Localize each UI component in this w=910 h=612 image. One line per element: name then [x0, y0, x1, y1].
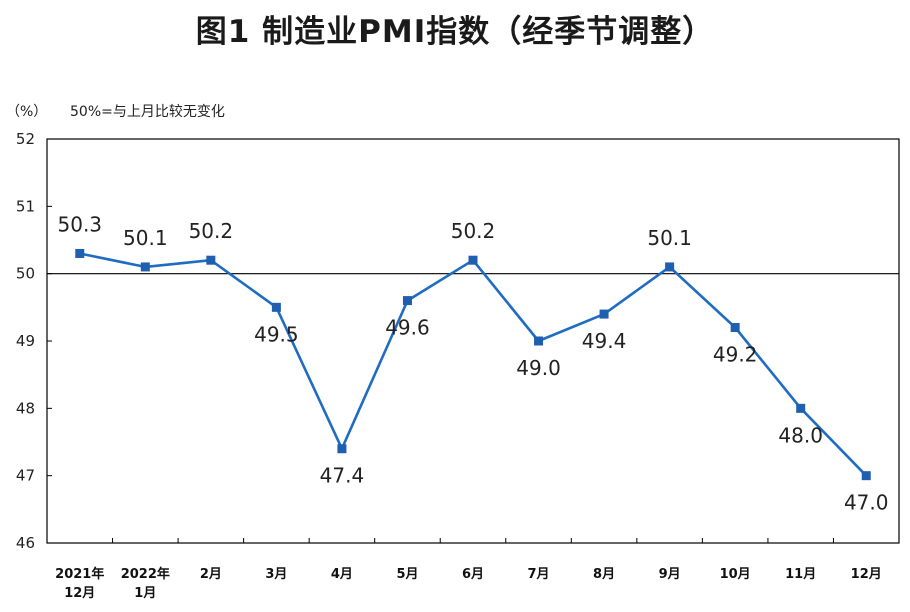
- plot-frame: [46, 138, 900, 544]
- data-point: [796, 403, 806, 413]
- y-tick-label: 46: [16, 534, 35, 552]
- data-point: [140, 262, 150, 272]
- x-tick-label: 7月: [528, 567, 550, 582]
- data-point: [599, 309, 609, 319]
- x-tick-label: 6月: [462, 567, 484, 582]
- x-tick-label: 2022年: [121, 566, 170, 582]
- y-tick-label: 47: [16, 467, 35, 485]
- data-point: [861, 471, 871, 481]
- data-label: 50.2: [451, 219, 496, 243]
- y-tick-label: 50: [16, 265, 35, 283]
- data-label: 47.0: [844, 491, 889, 515]
- data-label: 50.2: [189, 219, 234, 243]
- data-label: 49.0: [516, 356, 561, 380]
- x-tick-label: 4月: [331, 567, 353, 582]
- x-tick-label: 3月: [265, 567, 287, 582]
- data-label: 48.0: [778, 423, 823, 447]
- data-point: [534, 336, 544, 346]
- data-label: 49.4: [582, 329, 627, 353]
- x-tick-label: 11月: [785, 567, 816, 582]
- data-label: 49.6: [385, 316, 430, 340]
- data-point: [730, 323, 740, 333]
- data-label: 49.5: [254, 322, 299, 346]
- x-tick-label: 2021年: [55, 566, 104, 582]
- reference-note: 50%=与上月比较无变化: [70, 104, 225, 120]
- x-tick-label: 9月: [659, 567, 681, 582]
- y-tick-label: 48: [16, 399, 35, 417]
- y-tick-label: 52: [16, 130, 35, 148]
- x-tick-label: 2月: [200, 567, 222, 582]
- x-tick-label: 1月: [134, 586, 156, 601]
- x-tick-label: 12月: [64, 586, 95, 601]
- data-label: 49.2: [713, 343, 758, 367]
- data-point: [402, 296, 412, 306]
- x-tick-label: 8月: [593, 567, 615, 582]
- data-point: [337, 444, 347, 454]
- x-tick-label: 5月: [396, 567, 418, 582]
- data-label: 50.1: [647, 226, 692, 250]
- x-tick-label: 12月: [851, 567, 882, 582]
- y-tick-label: 49: [16, 332, 35, 350]
- data-point: [75, 248, 85, 258]
- y-tick-label: 51: [16, 197, 35, 215]
- data-label: 50.3: [58, 212, 103, 236]
- data-label: 47.4: [320, 464, 365, 488]
- chart-title: 图1 制造业PMI指数（经季节调整）: [195, 14, 715, 50]
- x-tick-label: 10月: [720, 567, 751, 582]
- data-point: [206, 255, 216, 265]
- data-point: [271, 302, 281, 312]
- data-point: [665, 262, 675, 272]
- data-label: 50.1: [123, 226, 168, 250]
- data-point: [468, 255, 478, 265]
- y-unit-label: （%）: [6, 104, 48, 120]
